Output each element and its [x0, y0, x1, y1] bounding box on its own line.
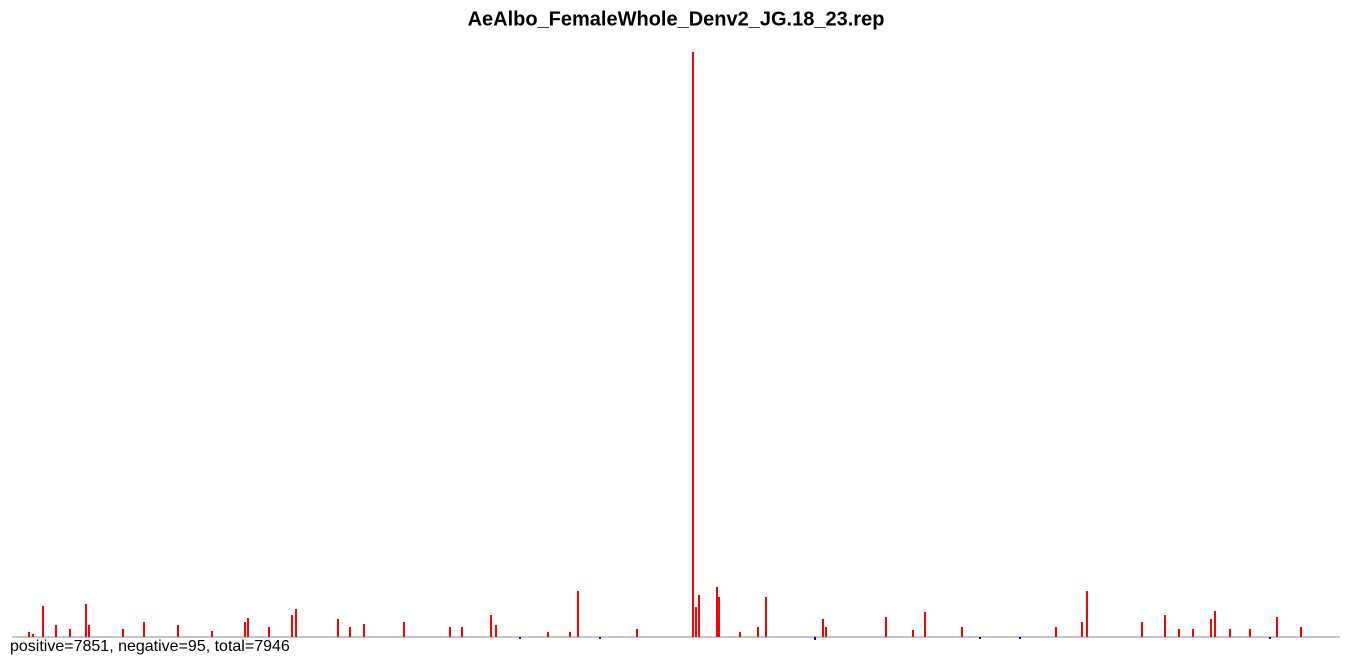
bar — [449, 627, 451, 637]
bar — [244, 622, 246, 637]
bar — [211, 631, 213, 637]
bar — [716, 587, 718, 637]
bar — [739, 632, 741, 637]
bar — [461, 627, 463, 637]
bar — [924, 612, 926, 637]
bar — [1229, 629, 1231, 637]
bar — [1210, 619, 1212, 637]
bar — [247, 618, 249, 637]
bar — [569, 632, 571, 637]
bar — [55, 625, 57, 637]
bar — [495, 625, 497, 637]
bar — [698, 595, 700, 637]
bar — [1214, 611, 1216, 637]
bar — [1192, 629, 1194, 637]
bar — [349, 627, 351, 637]
bar — [403, 622, 405, 637]
bar — [363, 624, 365, 637]
bar — [295, 609, 297, 637]
bar — [1081, 622, 1083, 637]
bar — [122, 629, 124, 637]
bar — [1178, 629, 1180, 637]
bar — [1164, 615, 1166, 637]
bar — [32, 634, 34, 637]
bar — [912, 630, 914, 637]
bar — [636, 629, 638, 637]
bar — [69, 629, 71, 637]
bar — [1055, 627, 1057, 637]
bar — [268, 627, 270, 637]
bar — [85, 604, 87, 637]
bar — [757, 627, 759, 637]
bar — [822, 619, 824, 637]
bar — [1019, 637, 1021, 639]
bar — [961, 627, 963, 637]
bar — [599, 637, 601, 639]
bar — [718, 597, 720, 637]
bar — [291, 615, 293, 637]
bar — [337, 619, 339, 637]
bar — [692, 52, 694, 637]
bar — [765, 597, 767, 637]
bar — [885, 617, 887, 637]
bar — [979, 637, 981, 639]
bar — [143, 622, 145, 637]
bar — [814, 637, 816, 640]
bar — [177, 625, 179, 637]
bar — [577, 591, 579, 637]
bar — [695, 607, 697, 637]
bar — [1141, 622, 1143, 637]
bar — [547, 632, 549, 637]
bar — [519, 637, 521, 639]
bar — [825, 627, 827, 637]
bar — [1269, 637, 1271, 639]
bar — [1249, 629, 1251, 637]
bar — [1276, 617, 1278, 637]
bar — [42, 606, 44, 637]
bar — [88, 625, 90, 637]
footer: positive=7851, negative=95, total=7946 — [10, 638, 290, 655]
bar — [490, 615, 492, 637]
bar — [1086, 591, 1088, 637]
bar — [28, 632, 30, 637]
chart-title: AeAlbo_FemaleWhole_Denv2_JG.18_23.rep — [468, 8, 885, 30]
bar — [1300, 627, 1302, 637]
